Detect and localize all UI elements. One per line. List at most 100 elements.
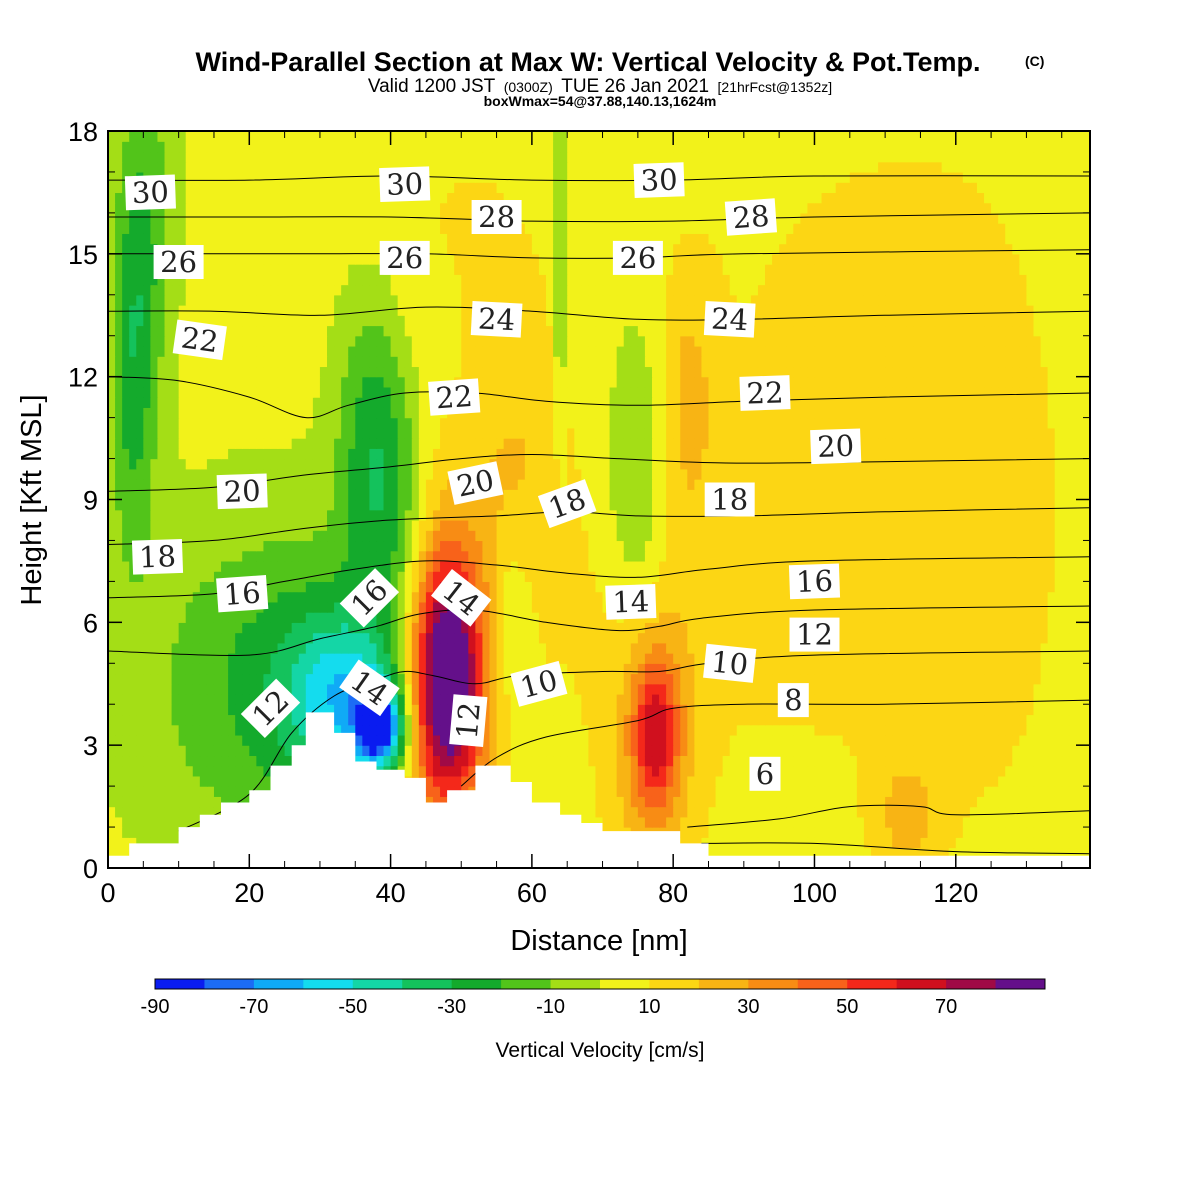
field-cell xyxy=(440,693,448,705)
field-cell xyxy=(920,612,929,623)
field-cell xyxy=(595,581,604,593)
field-cell xyxy=(878,837,886,849)
field-cell xyxy=(440,734,448,746)
field-cell xyxy=(765,519,773,531)
field-cell xyxy=(510,622,519,634)
field-cell xyxy=(489,540,498,552)
field-cell xyxy=(856,693,865,705)
field-cell xyxy=(178,612,187,623)
field-cell xyxy=(821,816,830,828)
field-cell xyxy=(108,509,116,521)
field-cell xyxy=(637,806,646,818)
field-cell xyxy=(150,816,159,828)
field-cell xyxy=(263,530,272,542)
field-cell xyxy=(1054,827,1063,838)
field-cell xyxy=(418,653,427,664)
field-cell xyxy=(171,765,180,777)
field-cell xyxy=(235,683,243,695)
field-cell xyxy=(404,693,413,705)
field-cell xyxy=(736,704,745,716)
field-cell xyxy=(609,755,618,767)
field-cell xyxy=(228,509,236,521)
field-cell xyxy=(609,622,618,634)
field-cell xyxy=(418,550,427,562)
field-cell xyxy=(185,499,194,511)
field-cell xyxy=(390,540,399,552)
field-cell xyxy=(913,796,922,808)
field-cell xyxy=(969,724,978,736)
field-cell xyxy=(630,693,639,705)
field-cell xyxy=(729,581,738,593)
field-cell xyxy=(842,530,851,542)
field-cell xyxy=(602,519,611,531)
field-cell xyxy=(1012,704,1020,716)
field-cell xyxy=(969,653,978,664)
field-cell xyxy=(849,673,858,685)
field-cell xyxy=(779,765,787,777)
field-cell xyxy=(630,550,639,562)
field-cell xyxy=(440,571,448,582)
field-cell xyxy=(432,571,441,582)
field-cell xyxy=(920,581,929,593)
field-cell xyxy=(849,827,858,838)
field-cell xyxy=(454,499,462,511)
field-cell xyxy=(602,622,611,634)
field-cell xyxy=(948,571,957,582)
field-cell xyxy=(835,806,844,818)
field-cell xyxy=(998,827,1006,838)
field-cell xyxy=(334,530,342,542)
field-cell xyxy=(708,806,717,818)
field-cell xyxy=(757,806,766,818)
field-cell xyxy=(418,540,427,552)
field-cell xyxy=(115,499,123,511)
field-cell xyxy=(1061,591,1070,603)
field-cell xyxy=(927,683,936,695)
field-cell xyxy=(991,827,999,838)
field-cell xyxy=(1026,550,1035,562)
field-cell xyxy=(694,806,703,818)
field-cell xyxy=(969,827,978,838)
field-cell xyxy=(765,683,773,695)
field-cell xyxy=(122,847,130,859)
field-cell xyxy=(404,530,413,542)
field-cell xyxy=(546,653,554,664)
field-cell xyxy=(969,837,978,849)
field-cell xyxy=(213,796,222,808)
field-cell xyxy=(199,806,208,818)
field-cell xyxy=(482,601,491,613)
field-cell xyxy=(885,837,893,849)
field-cell xyxy=(750,612,759,623)
field-cell xyxy=(122,499,130,511)
field-cell xyxy=(934,540,943,552)
field-cell xyxy=(991,653,999,664)
field-cell xyxy=(327,693,335,705)
field-cell xyxy=(644,663,653,675)
field-cell xyxy=(305,612,314,623)
field-cell xyxy=(701,796,710,808)
field-cell xyxy=(701,632,710,644)
field-cell xyxy=(482,745,491,757)
field-cell xyxy=(892,550,900,562)
field-cell xyxy=(630,796,639,808)
field-cell xyxy=(835,847,844,859)
field-cell xyxy=(531,622,540,634)
field-cell xyxy=(807,540,816,552)
field-cell xyxy=(637,653,646,664)
field-cell xyxy=(397,612,406,623)
field-cell xyxy=(199,786,208,797)
field-cell xyxy=(863,806,872,818)
field-cell xyxy=(376,714,385,726)
field-cell xyxy=(440,796,448,808)
field-cell xyxy=(348,724,356,736)
field-cell xyxy=(750,827,759,838)
field-cell xyxy=(609,632,618,644)
field-cell xyxy=(1019,837,1028,849)
field-cell xyxy=(383,560,392,572)
field-cell xyxy=(454,755,462,767)
field-cell xyxy=(369,734,378,746)
field-cell xyxy=(750,786,759,797)
field-cell xyxy=(976,612,985,623)
field-cell xyxy=(984,714,992,726)
field-cell xyxy=(1047,765,1056,777)
field-cell xyxy=(298,601,307,613)
